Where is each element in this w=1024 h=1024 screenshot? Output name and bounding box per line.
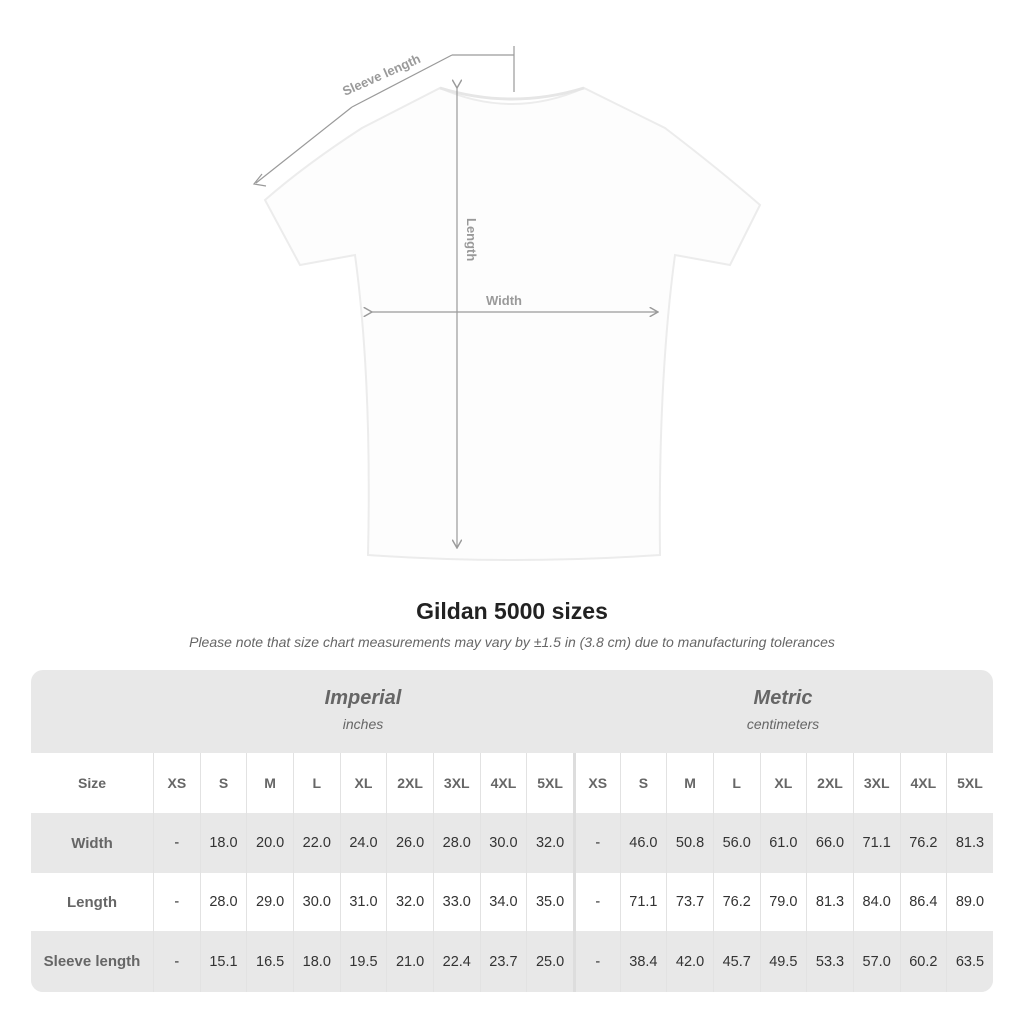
size-table: Imperial inches Metric centimeters Size X… bbox=[31, 670, 993, 992]
imperial-value: 30.0 bbox=[479, 813, 527, 873]
metric-value: 76.2 bbox=[712, 873, 760, 931]
imperial-value: 26.0 bbox=[386, 813, 433, 873]
metric-value: 63.5 bbox=[946, 931, 993, 992]
imperial-value: - bbox=[153, 931, 200, 992]
imperial-size-l: L bbox=[292, 753, 340, 813]
metric-unit: centimeters bbox=[746, 716, 820, 732]
imperial-value: 20.0 bbox=[246, 813, 293, 873]
imperial-size-s: S bbox=[199, 753, 247, 813]
metric-value: 76.2 bbox=[899, 813, 947, 873]
imperial-value: 33.0 bbox=[432, 873, 480, 931]
metric-value: 84.0 bbox=[852, 873, 900, 931]
imperial-value: 23.7 bbox=[479, 931, 527, 992]
tshirt-shape bbox=[263, 86, 762, 561]
table-row: Sleeve length -15.1 16.5 18.0 19.5 21.0 22.4 23… bbox=[31, 931, 993, 992]
sleeve-measure-line bbox=[255, 106, 353, 184]
imperial-value: 25.0 bbox=[526, 931, 573, 992]
imperial-header: Imperial inches bbox=[153, 670, 573, 753]
metric-value: 46.0 bbox=[619, 813, 667, 873]
imperial-value: 22.4 bbox=[432, 931, 480, 992]
metric-value: 49.5 bbox=[759, 931, 807, 992]
size-header: Size bbox=[77, 775, 106, 791]
imperial-unit: inches bbox=[342, 716, 384, 732]
imperial-value: 19.5 bbox=[339, 931, 387, 992]
metric-size-5xl: 5XL bbox=[946, 753, 993, 813]
metric-size-3xl: 3XL bbox=[852, 753, 900, 813]
imperial-size-m: M bbox=[246, 753, 293, 813]
metric-value: 42.0 bbox=[666, 931, 713, 992]
metric-size-xl: XL bbox=[759, 753, 807, 813]
width-label: Width bbox=[486, 293, 522, 308]
metric-value: 79.0 bbox=[759, 873, 807, 931]
imperial-value: 35.0 bbox=[526, 873, 573, 931]
table-row: Width -18.0 20.0 22.0 24.0 26.0 28.0 30.0 32.0-4… bbox=[31, 813, 993, 873]
metric-value: 89.0 bbox=[946, 873, 993, 931]
header-row: Size XS S M L XL 2XL 3XL 4XL 5XL XS S M L XL 2XL 3XL 4XL 5… bbox=[31, 753, 993, 813]
metric-value: 60.2 bbox=[899, 931, 947, 992]
imperial-value: 30.0 bbox=[292, 873, 340, 931]
imperial-value: 15.1 bbox=[199, 931, 247, 992]
metric-value: 50.8 bbox=[666, 813, 713, 873]
imperial-size-xs: XS bbox=[153, 753, 200, 813]
metric-value: 45.7 bbox=[712, 931, 760, 992]
metric-value: 71.1 bbox=[619, 873, 667, 931]
imperial-value: 29.0 bbox=[246, 873, 293, 931]
metric-value: 53.3 bbox=[806, 931, 853, 992]
metric-value: 61.0 bbox=[759, 813, 807, 873]
metric-header: Metric centimeters bbox=[573, 670, 993, 753]
imperial-size-2xl: 2XL bbox=[386, 753, 433, 813]
imperial-value: 28.0 bbox=[432, 813, 480, 873]
imperial-value: 24.0 bbox=[339, 813, 387, 873]
chart-title: Gildan 5000 sizes bbox=[416, 598, 608, 624]
metric-value: 86.4 bbox=[899, 873, 947, 931]
tolerance-note: Please note that size chart measurements… bbox=[189, 634, 835, 650]
imperial-size-4xl: 4XL bbox=[479, 753, 527, 813]
imperial-value: 28.0 bbox=[199, 873, 247, 931]
row-label: Length bbox=[67, 893, 117, 911]
imperial-size-3xl: 3XL bbox=[432, 753, 480, 813]
imperial-size-5xl: 5XL bbox=[526, 753, 573, 813]
imperial-title: Imperial bbox=[324, 687, 402, 709]
metric-value: 73.7 bbox=[666, 873, 713, 931]
imperial-value: - bbox=[153, 813, 200, 873]
metric-value: 38.4 bbox=[619, 931, 667, 992]
metric-title: Metric bbox=[753, 687, 813, 709]
imperial-value: 34.0 bbox=[479, 873, 527, 931]
metric-size-l: L bbox=[712, 753, 760, 813]
metric-value: 56.0 bbox=[712, 813, 760, 873]
metric-value: 81.3 bbox=[946, 813, 993, 873]
metric-value: 57.0 bbox=[852, 931, 900, 992]
imperial-value: - bbox=[153, 873, 200, 931]
metric-size-4xl: 4XL bbox=[899, 753, 947, 813]
table-row: Length -28.0 29.0 30.0 31.0 32.0 33.0 34.0 35.0-… bbox=[31, 873, 993, 931]
row-label: Sleeve length bbox=[43, 953, 141, 970]
metric-value: - bbox=[572, 813, 620, 873]
imperial-value: 22.0 bbox=[292, 813, 340, 873]
metric-size-xs: XS bbox=[572, 753, 620, 813]
imperial-value: 18.0 bbox=[199, 813, 247, 873]
metric-value: - bbox=[572, 931, 620, 992]
imperial-value: 31.0 bbox=[339, 873, 387, 931]
row-label: Width bbox=[71, 834, 113, 852]
metric-value: - bbox=[572, 873, 620, 931]
metric-size-s: S bbox=[619, 753, 667, 813]
metric-value: 81.3 bbox=[806, 873, 853, 931]
tshirt-diagram: Sleeve length Length Width bbox=[252, 46, 762, 561]
imperial-value: 16.5 bbox=[246, 931, 293, 992]
metric-size-2xl: 2XL bbox=[806, 753, 853, 813]
metric-value: 71.1 bbox=[852, 813, 900, 873]
imperial-size-xl: XL bbox=[339, 753, 387, 813]
imperial-value: 32.0 bbox=[526, 813, 573, 873]
metric-value: 66.0 bbox=[806, 813, 853, 873]
metric-size-m: M bbox=[666, 753, 713, 813]
imperial-value: 21.0 bbox=[386, 931, 433, 992]
imperial-value: 18.0 bbox=[292, 931, 340, 992]
imperial-value: 32.0 bbox=[386, 873, 433, 931]
length-label: Length bbox=[464, 218, 479, 261]
